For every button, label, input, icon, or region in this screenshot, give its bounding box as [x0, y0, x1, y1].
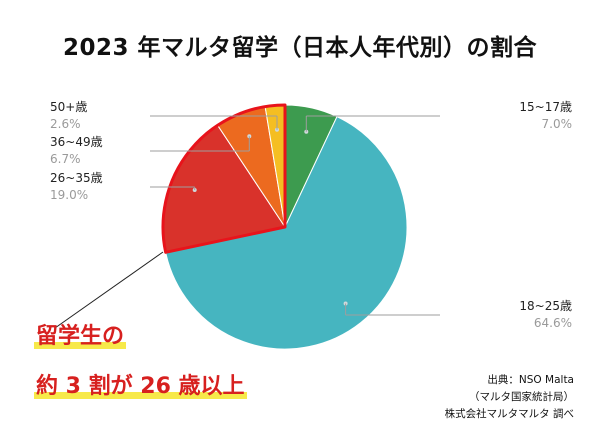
pie-slice	[165, 115, 408, 350]
slice-label: 26~35歳	[50, 171, 103, 185]
callout-line-2-text: 約 3 割が 26 歳以上	[34, 374, 247, 399]
source-line-1: 出典：NSO Malta	[487, 374, 574, 386]
slice-label: 36~49歳	[50, 135, 103, 149]
callout-connector	[54, 251, 164, 329]
source-note: 出典：NSO Malta （マルタ国家統計局） 株式会社マルタマルタ 調べ	[445, 372, 574, 423]
callout-line-1: 留学生の	[34, 318, 127, 350]
slice-label: 50+歳	[50, 100, 87, 114]
slice-percent: 19.0%	[50, 188, 88, 202]
callout-line-2: 約 3 割が 26 歳以上	[34, 368, 247, 400]
highlight-outline	[161, 103, 287, 254]
source-line-3: 株式会社マルタマルタ 調べ	[444, 408, 574, 420]
chart-title: 2023 年マルタ留学（日本人年代別）の割合	[62, 35, 538, 61]
source-line-2: （マルタ国家統計局）	[469, 391, 574, 403]
slice-percent: 6.7%	[50, 152, 81, 166]
slice-percent: 64.6%	[534, 316, 572, 330]
callout-line-1-text: 留学生の	[34, 324, 127, 349]
slice-percent: 7.0%	[542, 117, 573, 131]
slice-percent: 2.6%	[50, 117, 81, 131]
slice-label: 15~17歳	[519, 100, 572, 114]
slice-label: 18~25歳	[519, 299, 572, 313]
